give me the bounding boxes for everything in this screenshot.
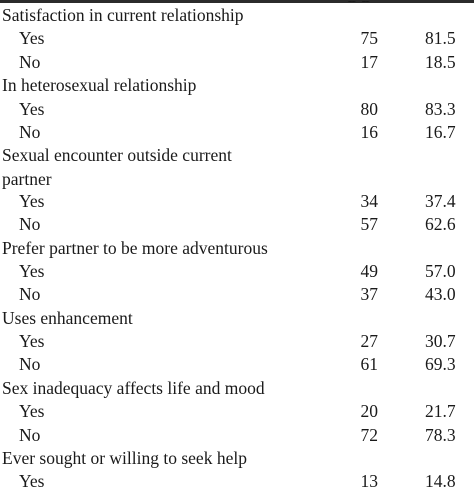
percent-cell: 21.7	[425, 401, 456, 422]
section-heading-row: Sex inadequacy affects life and mood	[0, 377, 474, 400]
response-label: No	[19, 214, 41, 235]
percent-cell: 78.3	[425, 424, 456, 445]
response-label: Yes	[19, 98, 45, 119]
section-heading-row: Ever sought or willing to seek help	[0, 447, 474, 470]
count-cell: 49	[360, 260, 379, 281]
table-row: Yes 80 83.3	[0, 98, 474, 121]
section-heading-row: In heterosexual relationship	[0, 74, 474, 97]
count-cell: 20	[360, 401, 379, 422]
percent-cell: 81.5	[425, 28, 456, 49]
section-heading-row: Satisfaction in current relationship	[0, 4, 474, 27]
table-row: No 72 78.3	[0, 424, 474, 447]
percent-cell: 57.0	[425, 260, 456, 281]
table-row: Yes 27 30.7	[0, 330, 474, 353]
table-row: No 16 16.7	[0, 121, 474, 144]
section-heading-row: Prefer partner to be more adventurous	[0, 237, 474, 260]
count-cell: 16	[360, 121, 379, 142]
count-cell: 80	[360, 98, 379, 119]
section-label: partner	[2, 168, 52, 189]
count-cell: 61	[360, 354, 379, 375]
response-label: No	[19, 51, 41, 72]
section-heading-row: partner	[0, 168, 474, 190]
response-label: Yes	[19, 260, 45, 281]
table-row: Yes 34 37.4	[0, 190, 474, 213]
percent-cell: 69.3	[425, 354, 456, 375]
count-cell: 37	[360, 284, 379, 305]
table-row: Yes 75 81.5	[0, 27, 474, 50]
count-cell: 27	[360, 331, 379, 352]
percent-cell: 83.3	[425, 98, 456, 119]
section-label: Sexual encounter outside current	[2, 145, 232, 166]
response-label: No	[19, 284, 41, 305]
percent-cell: 62.6	[425, 214, 456, 235]
table-row: Yes 49 57.0	[0, 260, 474, 283]
section-label: Uses enhancement	[2, 307, 133, 328]
table-row: Yes 20 21.7	[0, 400, 474, 423]
section-label: Prefer partner to be more adventurous	[2, 237, 268, 258]
percent-cell: 16.7	[425, 121, 456, 142]
response-label: Yes	[19, 331, 45, 352]
section-label: Ever sought or willing to seek help	[2, 448, 247, 469]
count-cell: 17	[360, 51, 379, 72]
percent-cell: 30.7	[425, 331, 456, 352]
section-label: In heterosexual relationship	[2, 75, 197, 96]
percent-cell: 37.4	[425, 190, 456, 211]
count-cell: 34	[360, 190, 379, 211]
section-label: Satisfaction in current relationship	[2, 5, 244, 25]
response-label: No	[19, 424, 41, 445]
response-label: No	[19, 121, 41, 142]
section-heading-row: Uses enhancement	[0, 307, 474, 330]
percent-cell: 43.0	[425, 284, 456, 305]
response-label: No	[19, 354, 41, 375]
table-row: No 37 43.0	[0, 283, 474, 306]
table-row: No 61 69.3	[0, 353, 474, 376]
survey-table: Satisfaction in current relationship Yes 7…	[0, 4, 474, 494]
response-label: Yes	[19, 190, 45, 211]
count-cell: 72	[360, 424, 379, 445]
table-row: No 17 18.5	[0, 51, 474, 74]
count-cell: 57	[360, 214, 379, 235]
count-cell: 75	[360, 28, 379, 49]
section-label: Sex inadequacy affects life and mood	[2, 377, 265, 398]
percent-cell: 18.5	[425, 51, 456, 72]
response-label: Yes	[19, 401, 45, 422]
table-row: No 57 62.6	[0, 213, 474, 236]
response-label: Yes	[19, 28, 45, 49]
section-heading-row: Sexual encounter outside current	[0, 144, 474, 167]
table-top-rule	[0, 0, 474, 3]
column-header-fragment: p p	[348, 0, 474, 2]
